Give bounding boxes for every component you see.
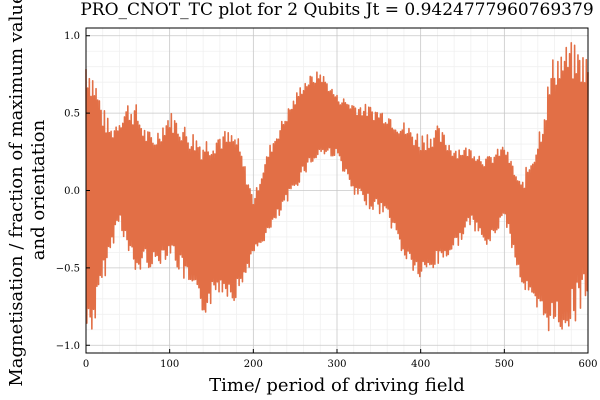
x-tick-label: 400: [411, 359, 430, 370]
y-axis-label-line2: and orientation: [28, 119, 49, 260]
x-tick-label: 0: [83, 359, 89, 370]
y-tick-label: 1.0: [64, 31, 80, 42]
y-tick-label: −0.5: [56, 263, 80, 274]
data-series: [85, 41, 589, 332]
x-axis-label: Time/ period of driving field: [209, 375, 465, 396]
x-tick-label: 200: [244, 359, 263, 370]
y-tick-label: 0.0: [64, 186, 80, 197]
y-tick-label: 0.5: [64, 109, 80, 120]
y-tick-label: −1.0: [56, 341, 80, 352]
series-line: [85, 41, 589, 332]
x-tick-label: 300: [327, 359, 346, 370]
x-tick-label: 100: [160, 359, 179, 370]
x-tick-label: 500: [495, 359, 514, 370]
chart-title: PRO_CNOT_TC plot for 2 Qubits Jt = 0.942…: [80, 0, 593, 20]
x-tick-label: 600: [578, 359, 597, 370]
y-ticks: −1.0 −0.5 0.0 0.5 1.0: [56, 31, 90, 352]
x-ticks: 0 100 200 300 400 500 600: [83, 349, 598, 370]
y-axis-label-line1: Magnetisation / fraction of maximum valu…: [6, 0, 27, 387]
